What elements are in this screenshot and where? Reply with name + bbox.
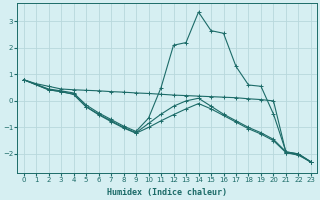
X-axis label: Humidex (Indice chaleur): Humidex (Indice chaleur) xyxy=(107,188,227,197)
